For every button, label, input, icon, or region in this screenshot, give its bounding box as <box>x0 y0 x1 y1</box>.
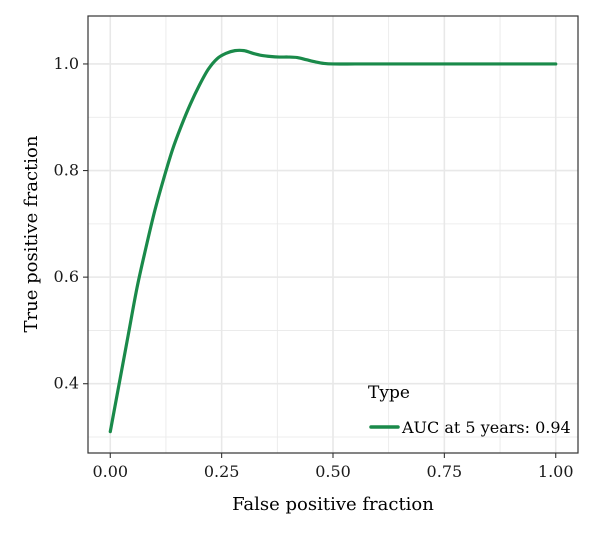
x-tick-label: 0.25 <box>204 462 240 481</box>
legend-label: AUC at 5 years: 0.94 <box>401 418 571 437</box>
legend: Type AUC at 5 years: 0.94 <box>368 383 571 437</box>
major-grid <box>88 16 578 453</box>
legend-title: Type <box>368 383 410 403</box>
x-tick-label: 0.50 <box>315 462 351 481</box>
series-line <box>108 48 558 434</box>
x-axis-title: False positive fraction <box>232 494 434 515</box>
y-axis-title: True positive fraction <box>21 135 42 332</box>
x-tick-label: 1.00 <box>538 462 574 481</box>
y-tick-label: 0.4 <box>54 374 79 393</box>
x-tick-label: 0.75 <box>427 462 463 481</box>
y-tick-label: 1.0 <box>54 54 79 73</box>
series-layer <box>108 48 558 434</box>
y-axis-ticks: 0.4 0.6 0.8 1.0 <box>54 54 88 393</box>
x-tick-label: 0.00 <box>92 462 128 481</box>
y-tick-label: 0.6 <box>54 267 79 286</box>
x-axis-ticks: 0.00 0.25 0.50 0.75 1.00 <box>92 453 574 481</box>
y-tick-label: 0.8 <box>54 161 79 180</box>
